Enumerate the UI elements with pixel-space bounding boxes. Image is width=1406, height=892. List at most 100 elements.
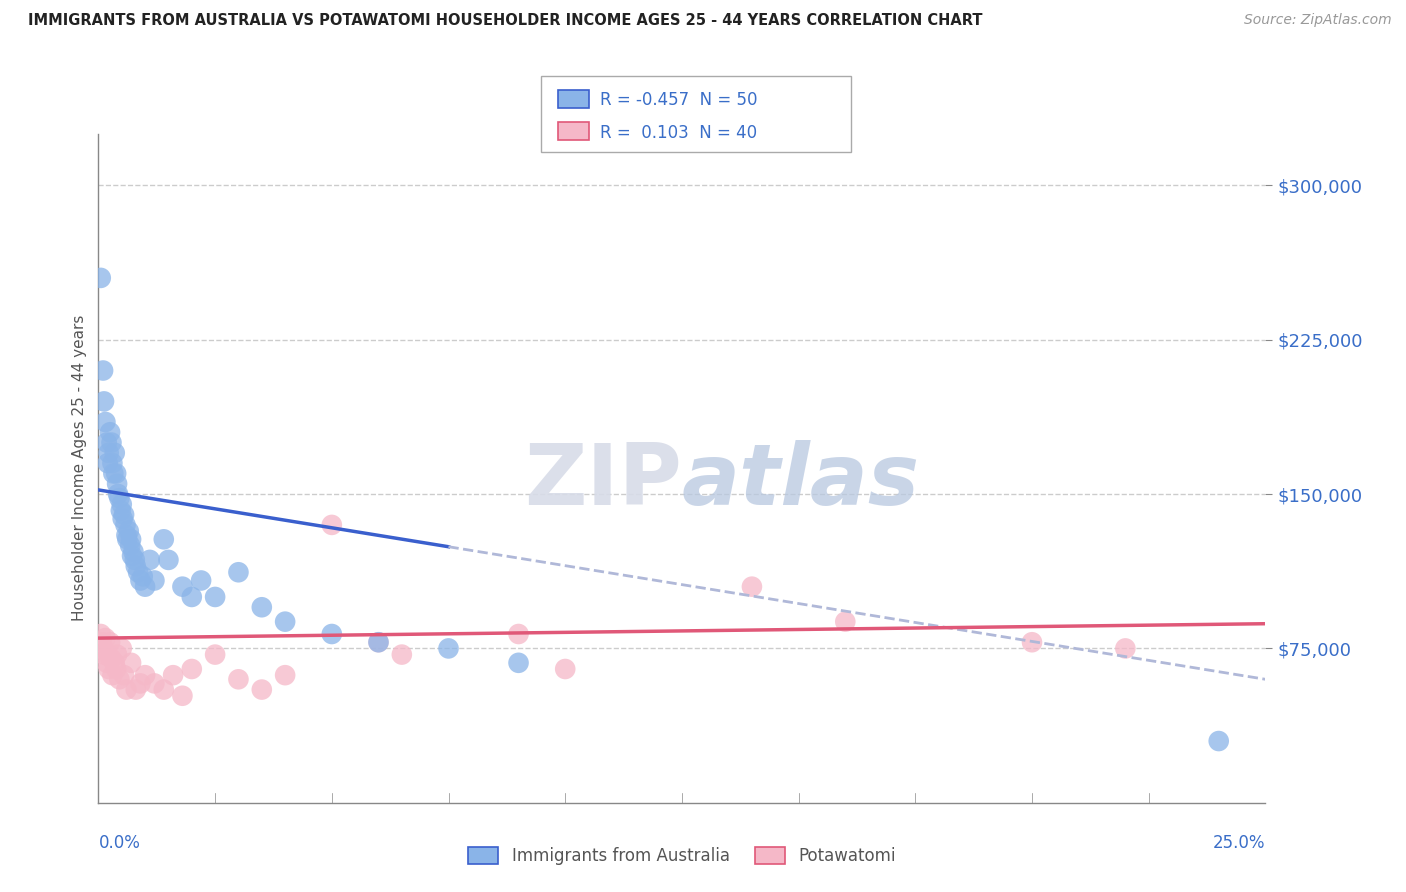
Point <box>127 566 149 580</box>
Point <box>204 590 226 604</box>
Point <box>105 648 128 662</box>
Point <box>157 553 180 567</box>
Point <box>111 641 134 656</box>
Point <box>129 574 152 588</box>
Point <box>96 656 118 670</box>
Point <box>105 467 128 481</box>
Point <box>508 627 530 641</box>
Point <box>91 635 114 649</box>
Point <box>100 435 122 450</box>
Point <box>104 446 127 460</box>
Point <box>143 676 166 690</box>
Point <box>104 656 127 670</box>
Point <box>190 574 212 588</box>
Point <box>122 544 145 558</box>
Point <box>1021 635 1043 649</box>
Point <box>94 631 117 645</box>
Point <box>97 662 120 676</box>
Point <box>100 651 122 665</box>
Point <box>152 533 174 547</box>
Point <box>367 635 389 649</box>
Point <box>1114 641 1136 656</box>
Point <box>114 517 136 532</box>
Point <box>120 539 142 553</box>
Point <box>97 648 120 662</box>
Point <box>103 467 125 481</box>
Point <box>250 600 273 615</box>
Text: Source: ZipAtlas.com: Source: ZipAtlas.com <box>1244 13 1392 28</box>
Point <box>172 580 194 594</box>
Point <box>1208 734 1230 748</box>
Point <box>93 394 115 409</box>
Text: ZIP: ZIP <box>524 440 682 524</box>
Text: R = -0.457  N = 50: R = -0.457 N = 50 <box>600 91 758 109</box>
Point <box>124 553 146 567</box>
Point <box>111 497 134 511</box>
Point <box>115 528 138 542</box>
Point <box>437 641 460 656</box>
Point <box>129 676 152 690</box>
Point <box>508 656 530 670</box>
Legend: Immigrants from Australia, Potawatomi: Immigrants from Australia, Potawatomi <box>461 840 903 871</box>
Point <box>152 682 174 697</box>
Point <box>204 648 226 662</box>
Point <box>228 566 250 580</box>
Point <box>108 673 131 687</box>
Point <box>90 627 112 641</box>
Point <box>134 580 156 594</box>
Point <box>250 682 273 697</box>
Point <box>125 559 148 574</box>
Point <box>143 574 166 588</box>
Point <box>834 615 856 629</box>
Point <box>94 415 117 429</box>
Point <box>115 682 138 697</box>
Point <box>112 508 135 522</box>
Point <box>120 656 142 670</box>
Point <box>274 668 297 682</box>
Point <box>132 569 155 583</box>
Point <box>112 668 135 682</box>
Text: IMMIGRANTS FROM AUSTRALIA VS POTAWATOMI HOUSEHOLDER INCOME AGES 25 - 44 YEARS CO: IMMIGRANTS FROM AUSTRALIA VS POTAWATOMI … <box>28 13 983 29</box>
Point <box>554 662 576 676</box>
Point <box>134 668 156 682</box>
Text: atlas: atlas <box>682 440 920 524</box>
Text: 0.0%: 0.0% <box>98 834 141 852</box>
Point <box>98 425 121 440</box>
Point <box>741 580 763 594</box>
Point <box>121 549 143 563</box>
Point <box>110 503 132 517</box>
Point <box>162 668 184 682</box>
Point <box>180 662 202 676</box>
Point <box>120 533 142 547</box>
Point <box>321 627 343 641</box>
Point <box>105 476 128 491</box>
Point <box>117 533 139 547</box>
Point <box>101 456 124 470</box>
Point <box>98 635 121 649</box>
Point <box>172 689 194 703</box>
Point <box>93 648 115 662</box>
Point <box>321 517 343 532</box>
Point <box>228 673 250 687</box>
Point <box>101 668 124 682</box>
Point <box>118 524 141 538</box>
Point <box>111 512 134 526</box>
Point <box>367 635 389 649</box>
Point <box>96 435 118 450</box>
Point <box>274 615 297 629</box>
Point <box>107 487 129 501</box>
Point <box>125 682 148 697</box>
Y-axis label: Householder Income Ages 25 - 44 years: Householder Income Ages 25 - 44 years <box>72 315 87 622</box>
Text: R =  0.103  N = 40: R = 0.103 N = 40 <box>600 124 758 142</box>
Point <box>91 363 114 377</box>
Point <box>97 456 120 470</box>
Text: 25.0%: 25.0% <box>1213 834 1265 852</box>
Point <box>391 648 413 662</box>
Point <box>139 553 162 567</box>
Point <box>90 271 112 285</box>
Point <box>91 641 114 656</box>
Point <box>97 446 120 460</box>
Point <box>180 590 202 604</box>
Point <box>108 491 131 505</box>
Point <box>105 662 128 676</box>
